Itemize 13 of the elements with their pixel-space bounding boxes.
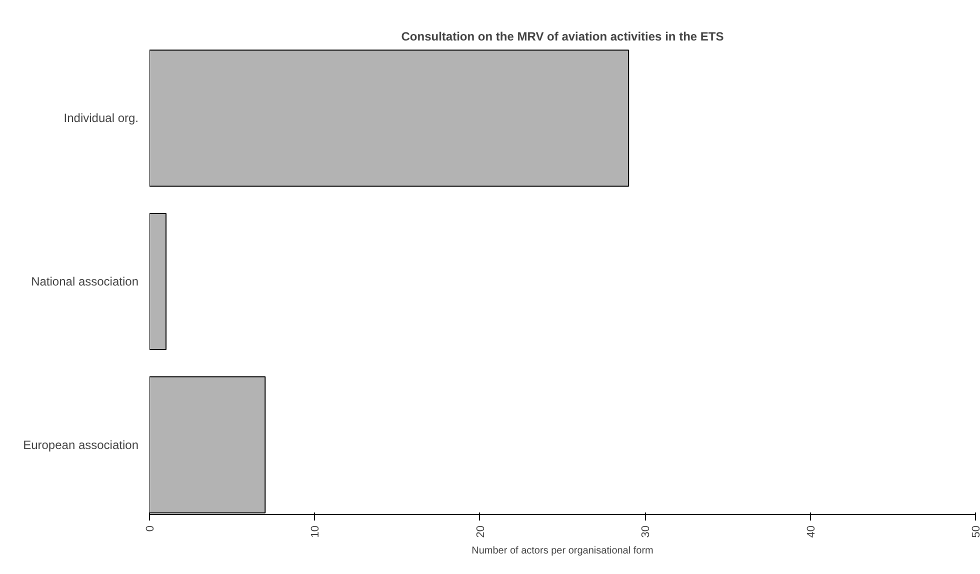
x-tick-label: 10 <box>310 525 322 538</box>
x-tick-label: 30 <box>640 525 652 538</box>
chart-title: Consultation on the MRV of aviation activities in the ETS <box>401 30 724 44</box>
y-tick-label: National association <box>31 274 139 288</box>
x-tick-label: 50 <box>970 525 980 538</box>
y-tick-label: European association <box>23 438 139 452</box>
x-tick-label: 20 <box>474 525 487 538</box>
x-tick-label: 40 <box>805 525 818 538</box>
x-axis-title: Number of actors per organisational form <box>472 546 654 557</box>
y-tick-label: Individual org. <box>64 111 139 126</box>
bar <box>150 212 167 350</box>
bar <box>150 50 630 187</box>
x-tick-label: 0 <box>144 525 156 532</box>
